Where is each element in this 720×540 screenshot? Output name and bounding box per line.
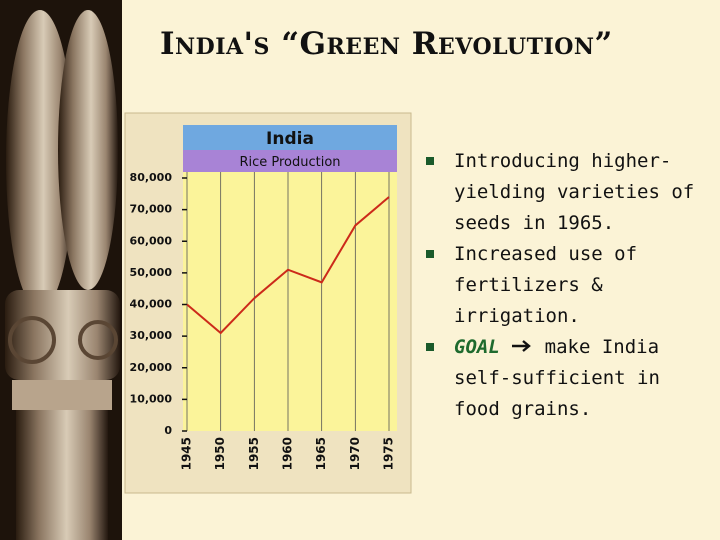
slide-title: India's “Green Revolution” — [160, 26, 613, 62]
chart-header — [183, 125, 397, 150]
bullet: Introducing higher-yielding varieties of… — [424, 146, 710, 239]
x-tick-label: 1970 — [348, 437, 362, 470]
bullet-text: Introducing higher-yielding varieties of… — [454, 150, 695, 234]
bullet-text: Increased use of fertilizers & irrigatio… — [454, 243, 638, 327]
bullet-marker — [426, 343, 434, 351]
y-tick-label: 70,000 — [130, 203, 173, 216]
bullet-marker — [426, 250, 434, 258]
chart-subheader — [183, 150, 397, 172]
y-tick-label: 80,000 — [130, 171, 173, 184]
x-tick-label: 1955 — [247, 437, 261, 470]
x-tick-label: 1960 — [281, 437, 295, 470]
bullet-list: Introducing higher-yielding varieties of… — [424, 146, 710, 425]
x-tick-label: 1950 — [213, 437, 227, 470]
bullet: Increased use of fertilizers & irrigatio… — [424, 239, 710, 332]
bullet: GOAL make India self-sufficient in food … — [424, 332, 710, 425]
y-tick-label: 60,000 — [130, 234, 173, 247]
plot-area — [183, 172, 397, 431]
y-tick-label: 10,000 — [130, 392, 173, 405]
data-line — [186, 196, 390, 335]
x-tick-label: 1945 — [180, 437, 194, 470]
chart-title: India — [266, 129, 314, 149]
y-tick-label: 50,000 — [130, 266, 173, 279]
bullet-marker — [426, 157, 434, 165]
y-tick-label: 30,000 — [130, 329, 173, 342]
y-tick-label: 0 — [164, 424, 172, 437]
goal-label: GOAL — [454, 336, 500, 358]
goal-text: make India self-sufficient in food grain… — [454, 336, 660, 420]
arrow-icon — [512, 340, 532, 352]
lion-capital-photo — [5, 10, 120, 540]
x-tick-label: 1965 — [314, 437, 328, 470]
plot: 1945 1950 1955 1960 1965 1970 1975 0 10,000 20,00… — [130, 171, 396, 470]
chart-subtitle: Rice Production — [239, 155, 340, 170]
x-tick-label: 1975 — [382, 437, 396, 470]
y-tick-label: 40,000 — [130, 298, 173, 311]
y-tick-label: 20,000 — [130, 361, 173, 374]
